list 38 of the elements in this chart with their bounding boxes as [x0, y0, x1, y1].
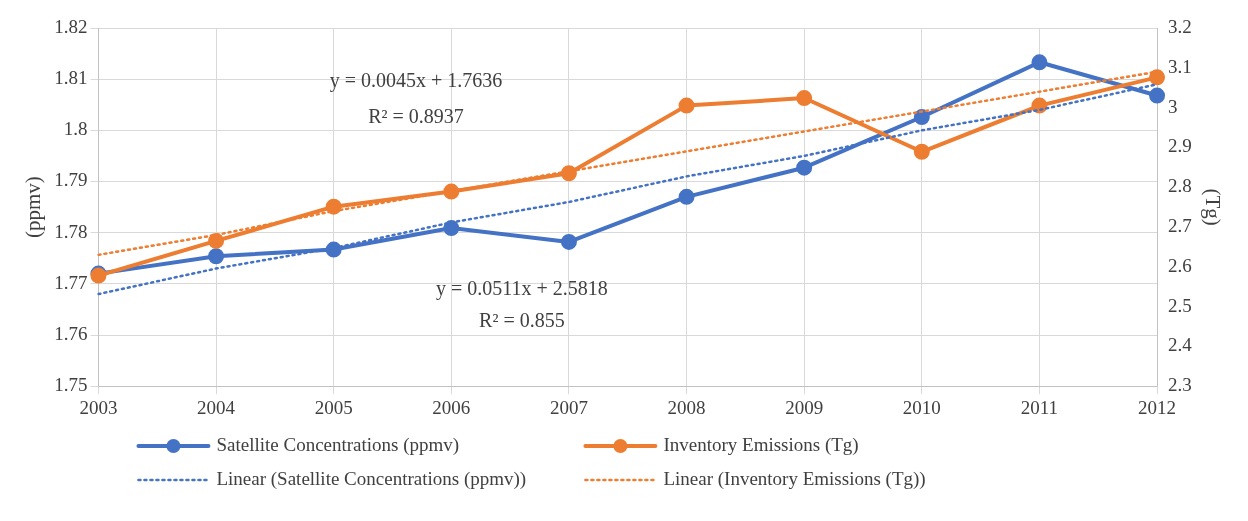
x-tick-label: 2004 — [197, 396, 236, 418]
x-tick-label: 2012 — [1138, 396, 1177, 418]
y-tick-label: 1.79 — [54, 169, 88, 191]
annotation: y = 0.0511x + 2.5818 — [435, 276, 608, 300]
y2-axis-title: (Tg) — [1200, 188, 1225, 226]
annotation: R² = 0.855 — [479, 308, 565, 331]
legend-label: Satellite Concentrations (ppmv) — [216, 433, 460, 456]
legend-label: Linear (Inventory Emissions (Tg)) — [663, 467, 926, 490]
y-tick-label: 1.82 — [54, 15, 88, 37]
y2-tick-label: 2.9 — [1168, 135, 1192, 157]
y2-tick-label: 2.5 — [1168, 294, 1192, 316]
y2-tick-label: 2.6 — [1168, 254, 1192, 276]
y2-tick-label: 3 — [1168, 95, 1178, 117]
y-tick-label: 1.76 — [54, 323, 88, 345]
x-tick-label: 2008 — [667, 396, 706, 418]
y-axis-title: (ppmv) — [21, 176, 46, 239]
x-tick-label: 2005 — [314, 396, 353, 418]
y-tick-label: 1.81 — [54, 67, 88, 89]
y2-tick-label: 3.1 — [1168, 55, 1192, 77]
x-tick-label: 2010 — [902, 396, 941, 418]
y-tick-label: 1.8 — [63, 118, 88, 140]
x-tick-label: 2006 — [432, 396, 471, 418]
y2-tick-label: 2.8 — [1168, 175, 1192, 197]
x-tick-label: 2007 — [549, 396, 588, 418]
y2-tick-label: 3.2 — [1168, 15, 1192, 37]
annotation: R² = 0.8937 — [368, 104, 464, 127]
legend-label: Linear (Satellite Concentrations (ppmv)) — [216, 467, 527, 490]
y2-tick-label: 2.7 — [1168, 214, 1192, 236]
y-tick-label: 1.77 — [54, 271, 88, 293]
x-tick-label: 2009 — [785, 396, 824, 418]
y2-tick-label: 2.3 — [1168, 374, 1192, 396]
legend-label: Inventory Emissions (Tg) — [663, 433, 859, 456]
y2-tick-label: 2.4 — [1168, 334, 1193, 356]
x-tick-label: 2003 — [79, 396, 118, 418]
y-tick-label: 1.75 — [54, 374, 88, 396]
x-tick-label: 2011 — [1020, 396, 1059, 418]
y-tick-label: 1.78 — [54, 220, 88, 242]
annotation: y = 0.0045x + 1.7636 — [329, 68, 503, 92]
